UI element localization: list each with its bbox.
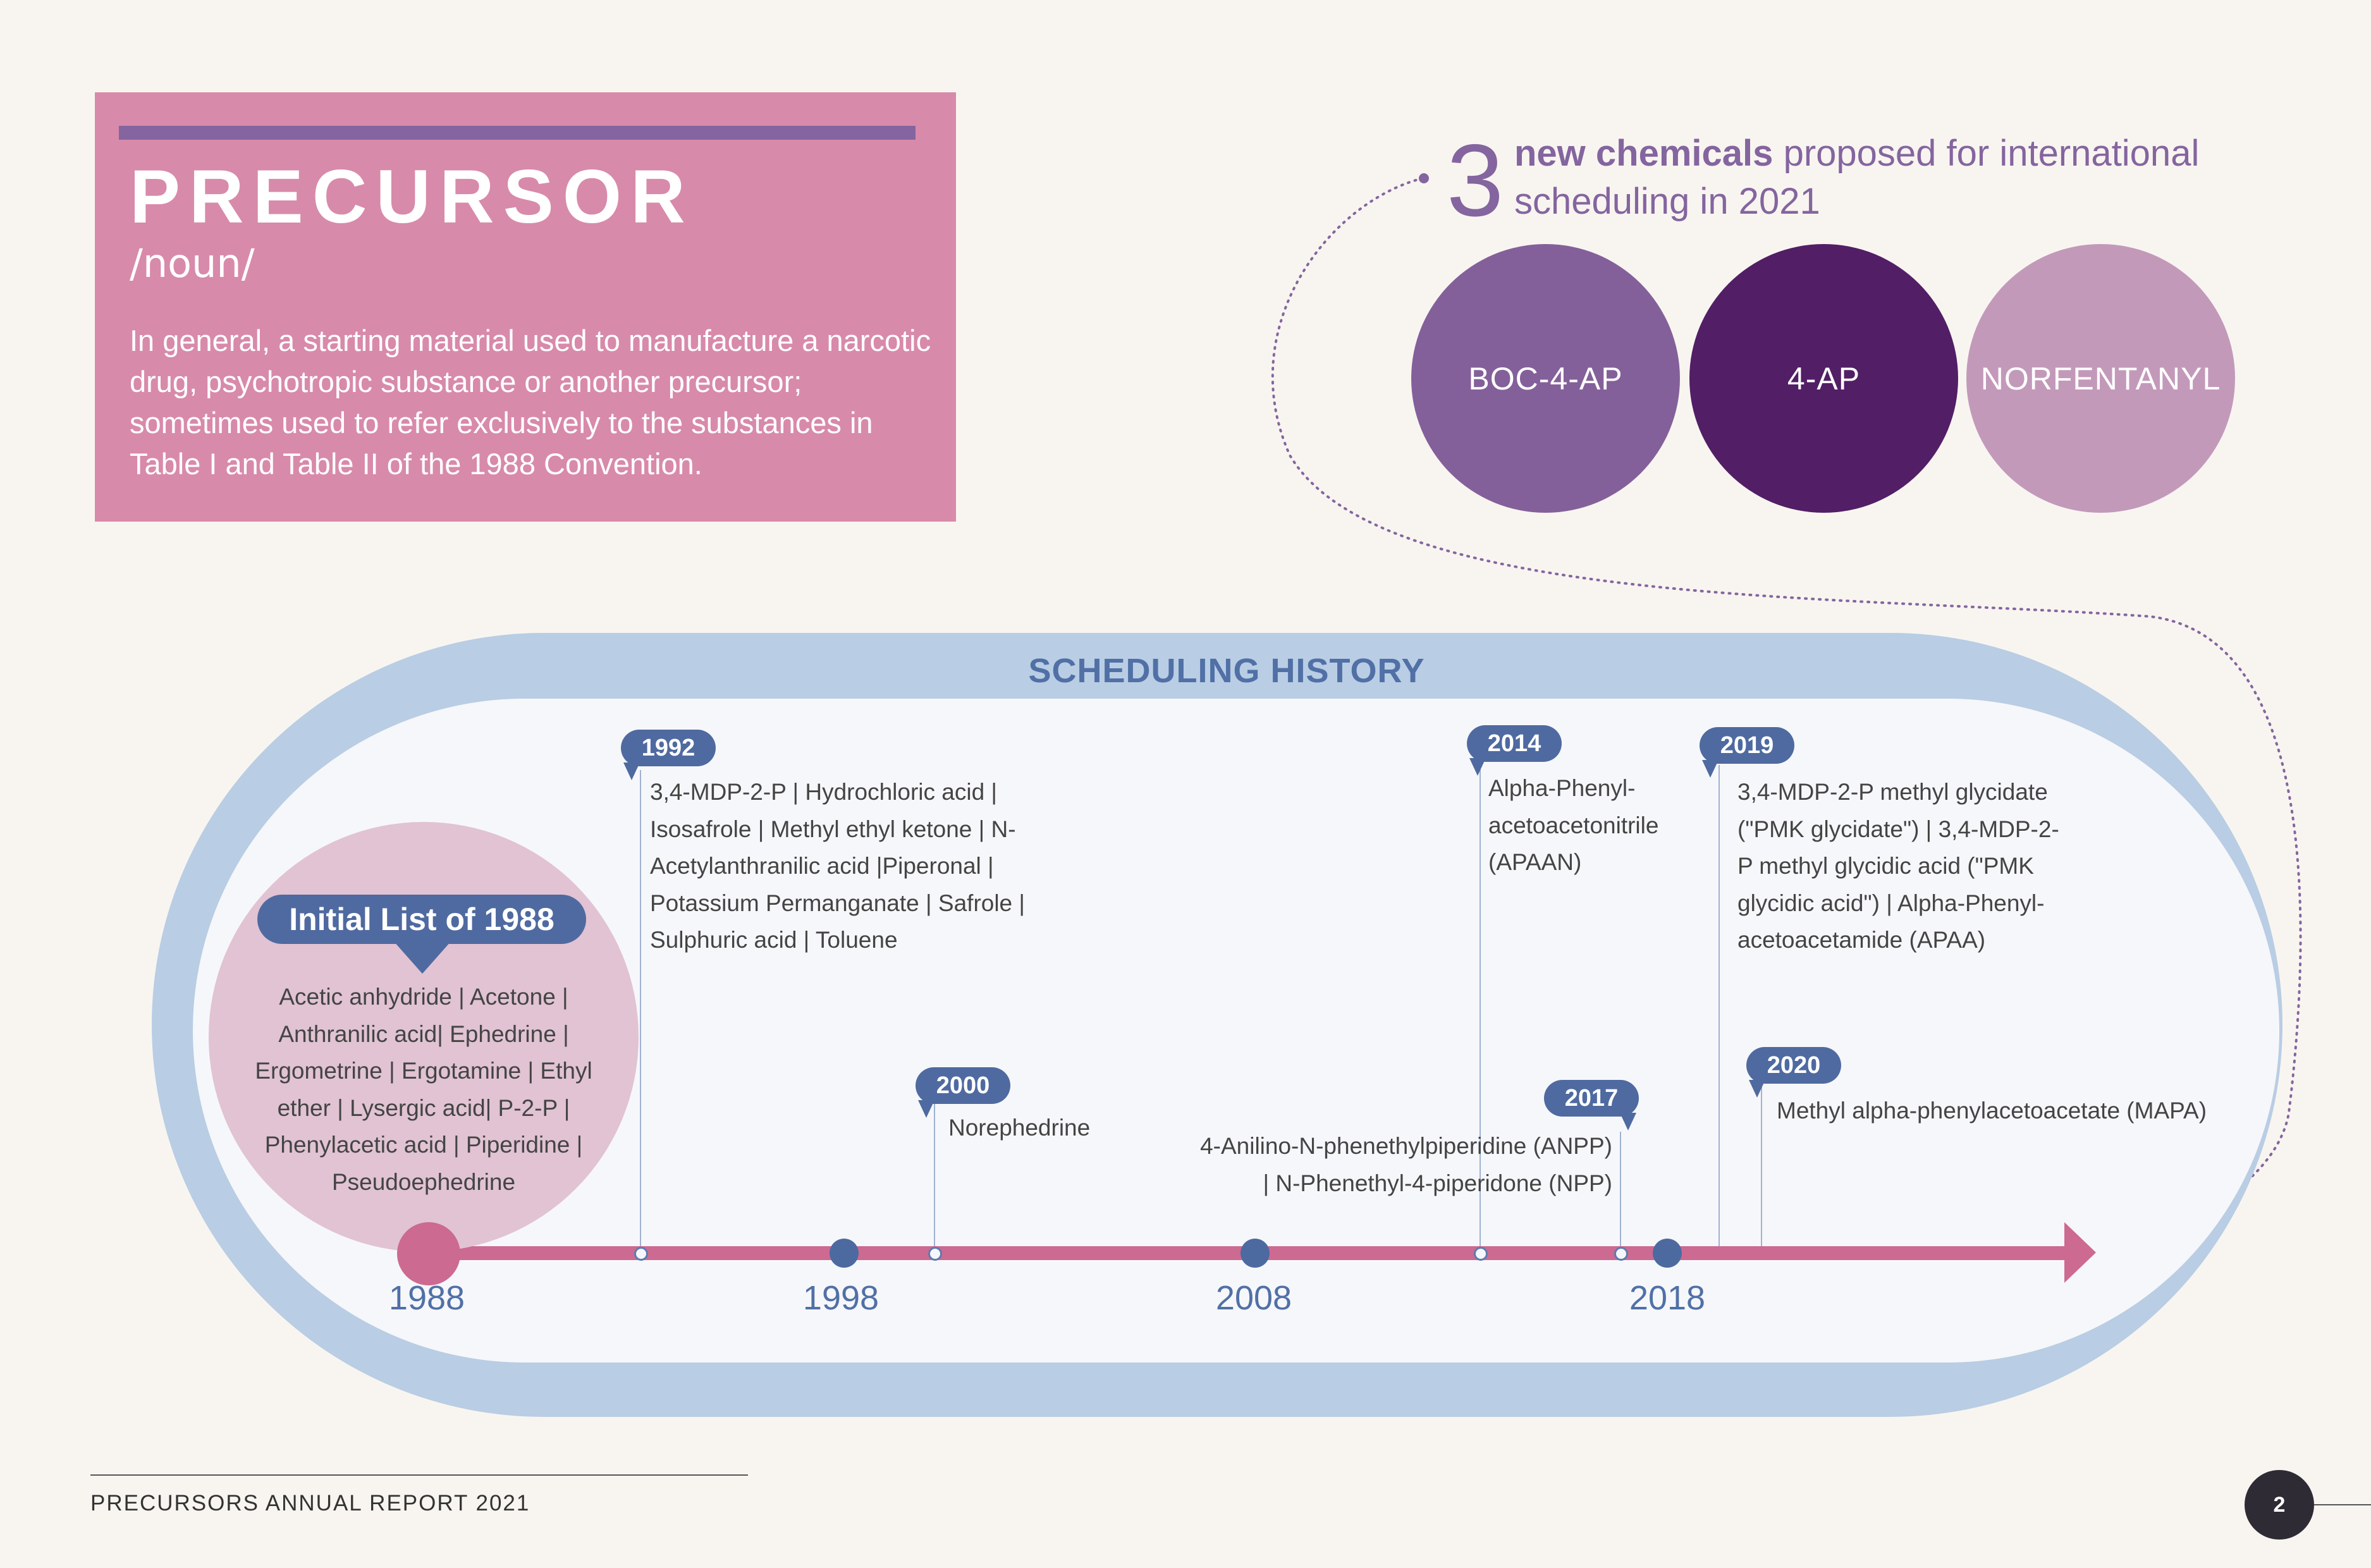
event-text-2000: Norephedrine — [948, 1115, 1091, 1141]
connector-2020 — [1761, 1081, 1762, 1252]
axis-label-1988: 1988 — [388, 1279, 465, 1317]
event-text-2020: Methyl alpha-phenylacetoacetate (MAPA) — [1777, 1098, 2207, 1124]
pin-2020: 2020 — [1746, 1047, 1841, 1098]
axis-label-1998: 1998 — [802, 1279, 879, 1317]
footer-report-title: PRECURSORS ANNUAL REPORT 2021 — [90, 1491, 530, 1516]
axis-marker-2017 — [1614, 1247, 1628, 1261]
connector-2019 — [1719, 765, 1720, 1252]
connector-2000 — [934, 1103, 935, 1252]
initial-list-circle — [209, 822, 639, 1252]
event-text-1992: 3,4-MDP-2-P | Hydrochloric acid | Isosaf… — [650, 779, 1026, 953]
pin-2000: 2000 — [916, 1067, 1010, 1118]
chemical-norfentanyl: NORFENTANYL — [1966, 244, 2235, 513]
definition-accent-bar — [119, 126, 916, 140]
event-text-2017: 4-Anilino-N-phenethylpiperidine (ANPP) |… — [1200, 1133, 1612, 1196]
initial-list-text: Acetic anhydride | Acetone | Anthranilic… — [255, 984, 592, 1195]
connector-2014 — [1480, 765, 1481, 1252]
page-number: 2 — [2245, 1470, 2314, 1540]
timeline-arrowhead — [2064, 1222, 2096, 1283]
definition-box: PRECURSOR /noun/ In general, a starting … — [95, 92, 956, 522]
initial-list-pointer — [393, 941, 451, 974]
timeline-start-dot — [397, 1222, 460, 1285]
initial-list-title: Initial List of 1988 — [257, 895, 586, 944]
axis-marker-2014 — [1474, 1247, 1488, 1261]
footer-rule — [90, 1474, 748, 1476]
axis-dot-2018 — [1653, 1239, 1682, 1268]
proposed-count: 3 — [1447, 123, 1504, 238]
axis-label-2018: 2018 — [1629, 1279, 1706, 1317]
definition-part-of-speech: /noun/ — [130, 240, 255, 286]
definition-text: In general, a starting material used to … — [130, 324, 931, 481]
proposed-bold: new chemicals — [1514, 133, 1774, 174]
pin-1992: 1992 — [621, 730, 716, 780]
definition-word: PRECURSOR — [130, 154, 694, 239]
event-text-2019: 3,4-MDP-2-P methyl glycidate ("PMK glyci… — [1737, 779, 2059, 953]
axis-marker-1992 — [634, 1247, 648, 1261]
pin-2019: 2019 — [1700, 727, 1794, 778]
history-title: SCHEDULING HISTORY — [1028, 652, 1425, 690]
axis-dot-2008 — [1241, 1239, 1270, 1268]
page-number-rule — [2314, 1504, 2371, 1505]
connector-1992 — [640, 770, 641, 1252]
chemical-boc-4-ap: BOC-4-AP — [1411, 244, 1680, 513]
axis-dot-1998 — [830, 1239, 859, 1268]
axis-label-2008: 2008 — [1215, 1279, 1292, 1317]
proposed-rest: proposed for international scheduling in… — [1514, 133, 2200, 222]
proposed-heading: new chemicals proposed for international… — [1514, 130, 2210, 226]
connector-2017 — [1620, 1132, 1621, 1252]
pin-2014: 2014 — [1467, 725, 1562, 776]
axis-marker-2000 — [928, 1247, 942, 1261]
event-text-2014: Alpha-Phenyl- acetoacetonitrile (APAAN) — [1488, 775, 1659, 875]
chemical-4-ap: 4-AP — [1689, 244, 1958, 513]
pin-2017: 2017 — [1544, 1080, 1639, 1130]
